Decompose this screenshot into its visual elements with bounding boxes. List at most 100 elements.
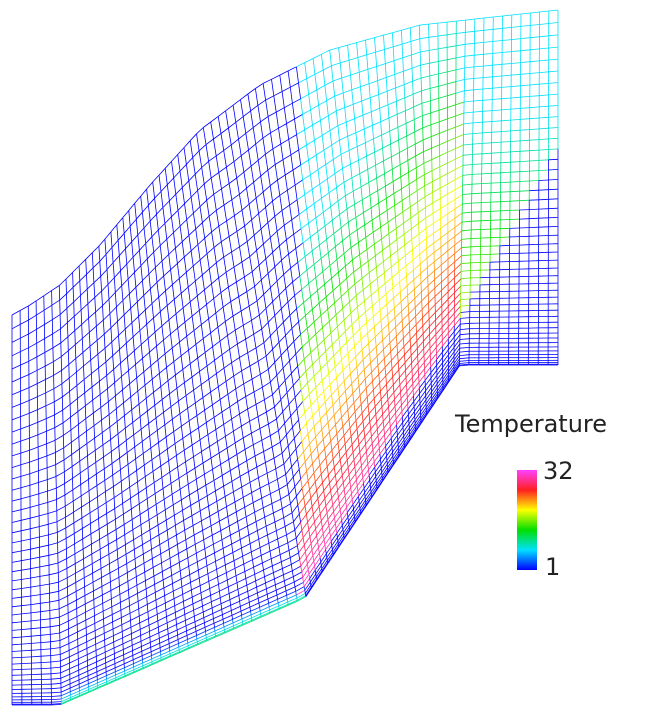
mesh-line — [152, 465, 162, 472]
mesh-line — [289, 448, 297, 457]
mesh-line — [381, 130, 390, 136]
mesh-line — [246, 291, 250, 307]
mesh-line — [265, 258, 269, 274]
mesh-line — [157, 616, 167, 622]
mesh-line — [208, 506, 211, 517]
mesh-line — [195, 274, 203, 282]
mesh-line — [312, 408, 320, 417]
mesh-line — [213, 618, 215, 624]
mesh-line — [297, 545, 299, 553]
mesh-line — [265, 462, 268, 474]
mesh-line — [364, 488, 371, 497]
mesh-line — [337, 529, 344, 538]
mesh-line — [137, 384, 146, 392]
mesh-line — [184, 614, 186, 621]
mesh-line — [206, 247, 215, 254]
mesh-line — [191, 444, 194, 457]
mesh-line — [206, 495, 209, 507]
mesh-line — [359, 444, 366, 453]
mesh-line — [127, 278, 130, 294]
mesh-line — [342, 363, 350, 371]
mesh-line — [195, 228, 199, 245]
mesh-line — [169, 200, 172, 217]
mesh-line — [300, 222, 309, 230]
mesh-line — [169, 646, 179, 652]
mesh-line — [342, 163, 351, 169]
mesh-line — [409, 423, 416, 432]
mesh-line — [223, 362, 232, 369]
mesh-line — [155, 498, 165, 505]
mesh-line — [130, 396, 133, 410]
mesh-line — [120, 602, 122, 611]
mesh-line — [162, 575, 172, 581]
mesh-line — [163, 412, 166, 425]
mesh-line — [338, 390, 346, 399]
mesh-line — [401, 408, 409, 418]
mesh-line — [239, 241, 248, 248]
mesh-line — [291, 219, 295, 235]
mesh-line — [80, 309, 83, 325]
mesh-line — [294, 397, 298, 409]
mesh-line — [299, 430, 303, 442]
mesh-line — [259, 374, 263, 388]
mesh-line — [48, 542, 58, 546]
mesh-line — [392, 176, 402, 182]
mesh-line — [92, 267, 95, 283]
mesh-line — [300, 522, 303, 531]
mesh-line — [86, 637, 96, 643]
mesh-line — [336, 475, 343, 484]
mesh-line — [286, 385, 294, 393]
mesh-line — [182, 589, 192, 595]
mesh-line — [79, 472, 82, 485]
mesh-line — [131, 503, 140, 510]
mesh-line — [254, 574, 256, 581]
mesh-line — [114, 649, 124, 654]
mesh-line — [292, 419, 299, 428]
mesh-line — [375, 346, 378, 357]
mesh-line — [405, 362, 412, 371]
mesh-line — [246, 580, 256, 586]
mesh-line — [117, 553, 127, 560]
mesh-line — [312, 415, 315, 427]
mesh-line — [412, 77, 422, 82]
mesh-line — [356, 477, 364, 487]
mesh-line — [125, 248, 128, 265]
mesh-line — [126, 256, 134, 265]
mesh-line — [79, 691, 89, 696]
mesh-line — [231, 251, 235, 268]
mesh-line — [279, 239, 287, 247]
mesh-line — [334, 296, 342, 304]
mesh-line — [319, 178, 328, 185]
mesh-line — [186, 543, 196, 550]
mesh-line — [206, 253, 210, 269]
mesh-line — [347, 402, 355, 411]
mesh-line — [278, 380, 286, 388]
mesh-line — [161, 477, 164, 489]
mesh-line — [325, 296, 329, 310]
mesh-line — [98, 367, 100, 382]
mesh-line — [240, 155, 245, 173]
mesh-line — [230, 535, 233, 545]
mesh-line — [334, 509, 341, 518]
mesh-line — [231, 362, 235, 376]
mesh-line — [185, 395, 188, 409]
mesh-line — [368, 177, 377, 183]
mesh-line — [425, 387, 432, 396]
mesh-line — [122, 293, 130, 301]
mesh-line — [206, 636, 216, 642]
mesh-line — [413, 273, 421, 280]
mesh-line — [173, 299, 177, 314]
mesh-line — [241, 256, 250, 263]
mesh-line — [118, 328, 126, 336]
mesh-line — [371, 305, 374, 317]
mesh-line — [45, 374, 54, 380]
mesh-line — [213, 475, 223, 481]
mesh-line — [204, 289, 207, 305]
mesh-line — [146, 604, 149, 612]
mesh-line — [371, 488, 378, 498]
mesh-line — [288, 550, 291, 558]
mesh-line — [366, 449, 374, 459]
mesh-line — [233, 431, 236, 443]
mesh-line — [291, 365, 298, 374]
mesh-line — [133, 549, 136, 559]
